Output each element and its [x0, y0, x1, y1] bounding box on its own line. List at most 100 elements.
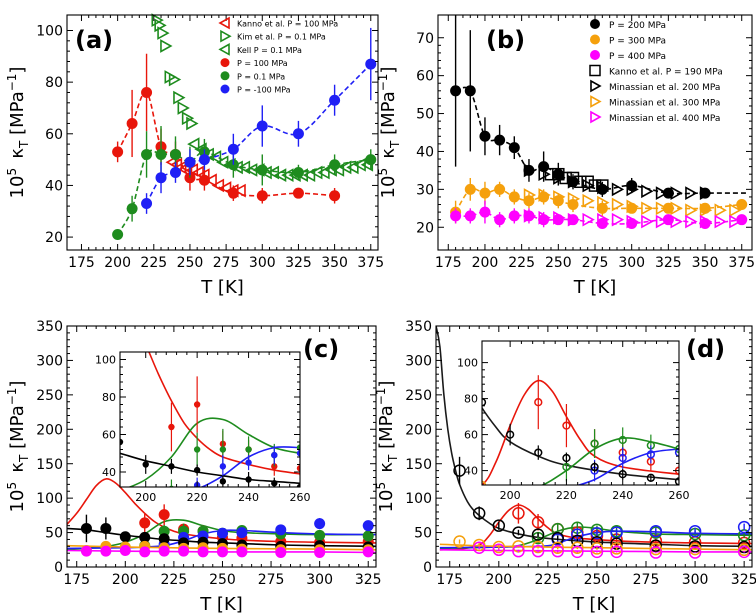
- inset-point: [296, 483, 300, 487]
- y-label-part: ]: [7, 381, 28, 388]
- y-tick-label: 100: [95, 353, 116, 366]
- data-point: [464, 85, 476, 97]
- data-point: [571, 545, 584, 559]
- inset-point: [505, 430, 515, 439]
- x-tick-label: 275: [258, 572, 285, 588]
- inset-point: [219, 446, 227, 453]
- x-tick-label: 225: [140, 255, 167, 271]
- data-point: [479, 206, 491, 218]
- legend-marker: [220, 84, 230, 94]
- y-tick-label: 100: [36, 24, 63, 40]
- data-point: [662, 202, 674, 214]
- inset-point: [562, 462, 571, 472]
- data-point: [218, 181, 232, 195]
- legend-marker: [590, 79, 602, 93]
- inset-point: [193, 466, 201, 474]
- x-tick-label: 240: [612, 489, 633, 502]
- x-tick-label: 200: [104, 255, 131, 271]
- x-tick-label: 200: [135, 491, 156, 504]
- fit-curve: [145, 63, 372, 204]
- data-point: [119, 531, 131, 543]
- x-tick-label: 225: [535, 572, 562, 588]
- data-point: [737, 545, 751, 559]
- data-point: [237, 160, 251, 175]
- data-point: [670, 201, 683, 216]
- legend-marker: [590, 50, 600, 60]
- data-point: [275, 524, 287, 536]
- data-point: [141, 148, 153, 160]
- model-curve: [439, 504, 752, 551]
- inset-point: [590, 462, 599, 472]
- data-point: [329, 159, 341, 171]
- y-label-part: ]: [378, 67, 399, 74]
- x-tick-label: 300: [249, 255, 276, 271]
- data-point: [275, 547, 287, 559]
- data-point: [611, 212, 625, 227]
- y-label-part: κ: [7, 462, 28, 482]
- inset-point: [618, 470, 627, 479]
- data-point: [273, 168, 287, 182]
- inset-curve: [482, 379, 679, 485]
- data-point: [508, 142, 520, 154]
- legend-label: Kanno et al. P = 190 MPa: [609, 68, 723, 78]
- y-label-part: [MPa: [7, 91, 28, 140]
- data-point: [685, 203, 698, 218]
- data-point: [531, 515, 545, 529]
- data-point: [362, 546, 374, 558]
- data-point: [552, 167, 565, 181]
- data-point: [314, 529, 326, 541]
- y-tick-label: 350: [36, 319, 63, 335]
- x-tick-label: 175: [63, 572, 90, 588]
- y-label-part: T: [17, 140, 31, 149]
- data-point: [256, 164, 268, 176]
- panel-label: (a): [75, 26, 113, 54]
- data-point: [227, 143, 239, 155]
- x-tick-label: 200: [472, 255, 499, 271]
- inset-point: [647, 500, 654, 507]
- data-point: [523, 188, 537, 202]
- x-tick-label: 275: [213, 255, 240, 271]
- plot-frame: [437, 14, 753, 251]
- data-point: [256, 190, 268, 202]
- inset-point: [245, 476, 252, 483]
- inset-background: [120, 352, 300, 487]
- data-point: [523, 210, 535, 222]
- x-tick-label: 275: [582, 255, 609, 271]
- y-label-part: 5: [376, 168, 390, 176]
- data-point: [314, 518, 326, 530]
- data-point: [139, 531, 151, 543]
- data-point: [365, 58, 377, 70]
- x-tick-label: 300: [306, 572, 333, 588]
- y-label-part: 5: [374, 482, 388, 490]
- x-tick-label: 350: [321, 255, 348, 271]
- panel-b: 175 200 225 250 275 300 325 350 375 20 30 40 50 60 70 T…: [376, 14, 755, 298]
- inset-curve: [146, 504, 275, 506]
- legend-label: P = -100 MPa: [237, 86, 291, 95]
- data-point: [626, 214, 639, 229]
- data-point: [567, 174, 581, 189]
- x-tick-label: 350: [692, 255, 719, 271]
- y-label-part: −1: [5, 388, 19, 406]
- data-point: [178, 545, 190, 557]
- x-tick-label: 200: [485, 572, 512, 588]
- data-point: [641, 184, 654, 199]
- data-point: [174, 160, 187, 175]
- data-point: [551, 531, 564, 545]
- legend-label: Minassian et al. 200 MPa: [609, 83, 720, 93]
- data-point: [590, 545, 604, 559]
- y-label-part: κ: [7, 148, 28, 168]
- y-label-part: T: [388, 140, 402, 149]
- x-tick-label: 300: [682, 572, 709, 588]
- y-tick-label: 20: [416, 220, 434, 236]
- y-tick-label: 60: [464, 429, 478, 442]
- data-point: [531, 544, 545, 558]
- inset-points: [120, 376, 300, 499]
- y-tick-label: 250: [36, 388, 63, 404]
- inset-point: [271, 493, 277, 499]
- legend-marker: [218, 43, 230, 56]
- y-label-part: −1: [376, 74, 390, 92]
- inset-point: [646, 450, 656, 459]
- data-point: [649, 524, 663, 538]
- data-point: [551, 544, 564, 558]
- inset-background: [482, 341, 679, 485]
